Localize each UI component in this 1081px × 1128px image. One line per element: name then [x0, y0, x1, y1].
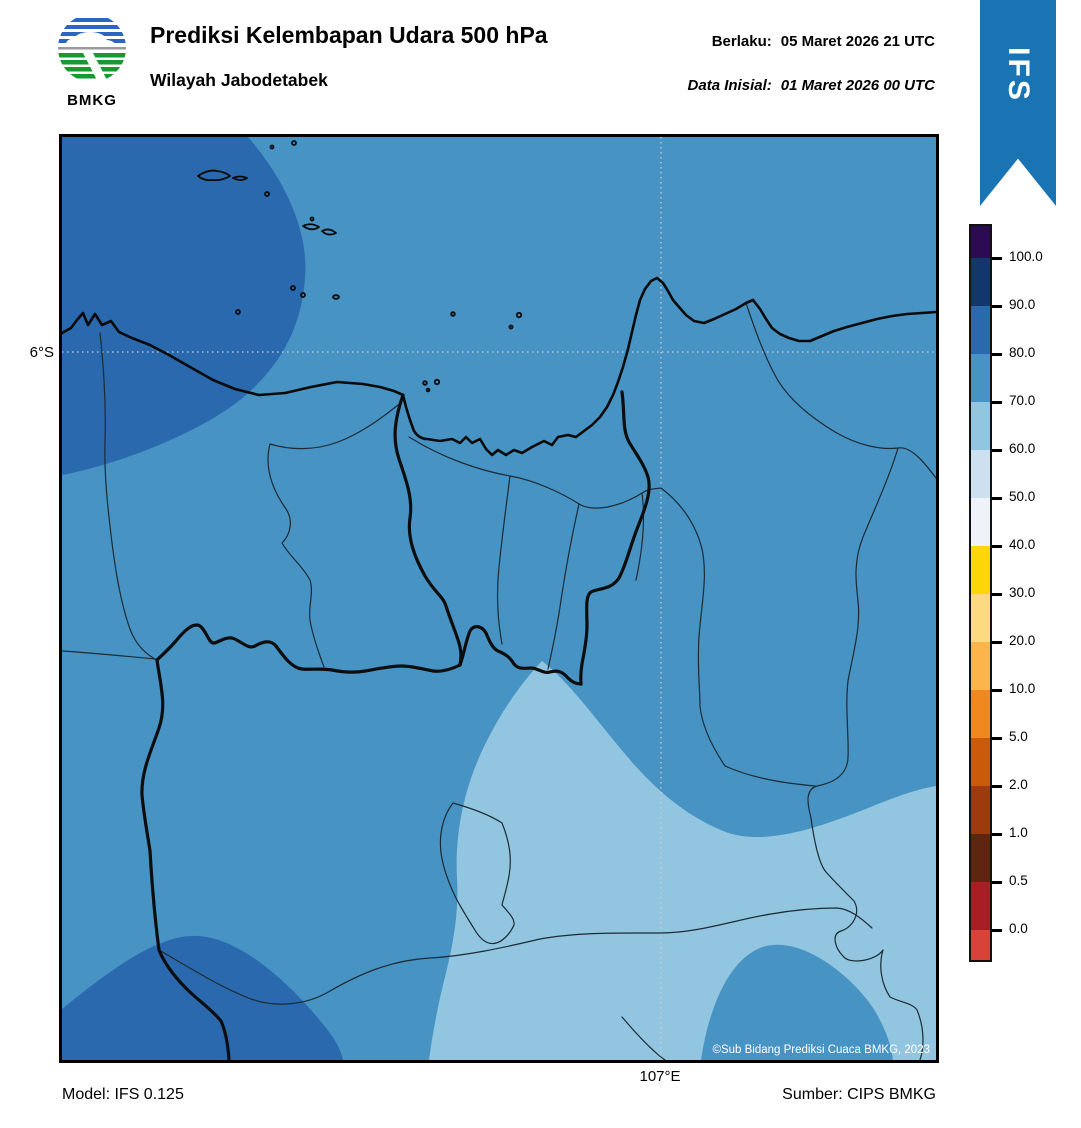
- colorbar-segment: [971, 226, 990, 258]
- colorbar-tick-label: 0.0: [1009, 921, 1028, 936]
- colorbar-segment: [971, 690, 990, 738]
- colorbar-bar: [969, 224, 992, 962]
- admin-boundaries-thin: [62, 302, 936, 1060]
- colorbar-segment: [971, 258, 990, 306]
- colorbar-tick: [992, 544, 1002, 548]
- page-title: Prediksi Kelembapan Udara 500 hPa: [150, 22, 548, 48]
- colorbar-tick-label: 60.0: [1009, 441, 1036, 456]
- colorbar-tick: [992, 304, 1002, 308]
- page-subtitle: Wilayah Jabodetabek: [150, 70, 328, 90]
- colorbar-tick-label: 0.5: [1009, 873, 1028, 888]
- model-info: Model: IFS 0.125: [62, 1086, 184, 1103]
- colorbar-tick-label: 2.0: [1009, 777, 1028, 792]
- init-time-value: 01 Maret 2026 00 UTC: [780, 77, 935, 94]
- colorbar-tick-label: 50.0: [1009, 489, 1036, 504]
- valid-time: Berlaku: 05 Maret 2026 21 UTC: [712, 33, 935, 50]
- colorbar-tick: [992, 400, 1002, 404]
- coastline: [62, 276, 936, 457]
- colorbar-tick-label: 70.0: [1009, 393, 1036, 408]
- source-info: Sumber: CIPS BMKG: [782, 1086, 936, 1103]
- valid-time-label: Berlaku:: [711, 33, 772, 50]
- colorbar-segment: [971, 594, 990, 642]
- colorbar-segment: [971, 402, 990, 450]
- init-time-label: Data Inisial:: [687, 77, 772, 94]
- colorbar-tick-label: 20.0: [1009, 633, 1036, 648]
- init-time: Data Inisial: 01 Maret 2026 00 UTC: [688, 77, 935, 94]
- colorbar-tick: [992, 256, 1002, 260]
- colorbar-tick-label: 100.0: [1009, 249, 1043, 264]
- colorbar-segment: [971, 882, 990, 930]
- colorbar-segment: [971, 546, 990, 594]
- bmkg-logo-image: [58, 14, 126, 82]
- model-ribbon: IFS: [980, 0, 1056, 206]
- colorbar-tick-label: 80.0: [1009, 345, 1036, 360]
- colorbar-segment: [971, 930, 990, 960]
- colorbar-tick: [992, 592, 1002, 596]
- map-copyright: ©Sub Bidang Prediksi Cuaca BMKG, 2023: [712, 1044, 930, 1056]
- map-fill-region-dome: [701, 944, 893, 1060]
- colorbar-segment: [971, 834, 990, 882]
- colorbar-tick: [992, 832, 1002, 836]
- colorbar-tick-label: 90.0: [1009, 297, 1036, 312]
- lon-axis-label: 107°E: [639, 1068, 681, 1085]
- colorbar-segment: [971, 786, 990, 834]
- map-canvas: ©Sub Bidang Prediksi Cuaca BMKG, 2023: [62, 137, 936, 1060]
- colorbar-segment: [971, 498, 990, 546]
- colorbar-segment: [971, 306, 990, 354]
- colorbar-tick: [992, 496, 1002, 500]
- colorbar-segment: [971, 450, 990, 498]
- islands: [197, 140, 523, 393]
- colorbar-tick-label: 40.0: [1009, 537, 1036, 552]
- colorbar-tick: [992, 352, 1002, 356]
- colorbar-tick: [992, 928, 1002, 932]
- valid-time-value: 05 Maret 2026 21 UTC: [780, 33, 935, 50]
- colorbar-segment: [971, 738, 990, 786]
- lat-axis-label: 6°S: [29, 344, 54, 361]
- colorbar-tick: [992, 736, 1002, 740]
- colorbar-tick-label: 5.0: [1009, 729, 1028, 744]
- colorbar-segment: [971, 354, 990, 402]
- colorbar-tick-label: 1.0: [1009, 825, 1028, 840]
- colorbar-tick: [992, 784, 1002, 788]
- colorbar-tick-label: 10.0: [1009, 681, 1036, 696]
- colorbar: 100.0 90.0 80.0 70.0 60.0 50.0 40.0 30.0 20.0 10.…: [969, 224, 1043, 962]
- colorbar-tick-label: 30.0: [1009, 585, 1036, 600]
- colorbar-tick: [992, 688, 1002, 692]
- map-fill-region-bottomleft: [62, 935, 343, 1060]
- forecast-map: ©Sub Bidang Prediksi Cuaca BMKG, 2023: [59, 134, 939, 1063]
- colorbar-ticks: 100.0 90.0 80.0 70.0 60.0 50.0 40.0 30.0 20.0 10.…: [992, 226, 1072, 960]
- model-ribbon-label: IFS: [1001, 47, 1035, 103]
- admin-boundaries-thick: [140, 390, 651, 1060]
- colorbar-tick: [992, 880, 1002, 884]
- bmkg-logo: BMKG: [56, 12, 128, 109]
- bmkg-logo-text: BMKG: [67, 92, 117, 109]
- colorbar-segment: [971, 642, 990, 690]
- colorbar-tick: [992, 640, 1002, 644]
- colorbar-tick: [992, 448, 1002, 452]
